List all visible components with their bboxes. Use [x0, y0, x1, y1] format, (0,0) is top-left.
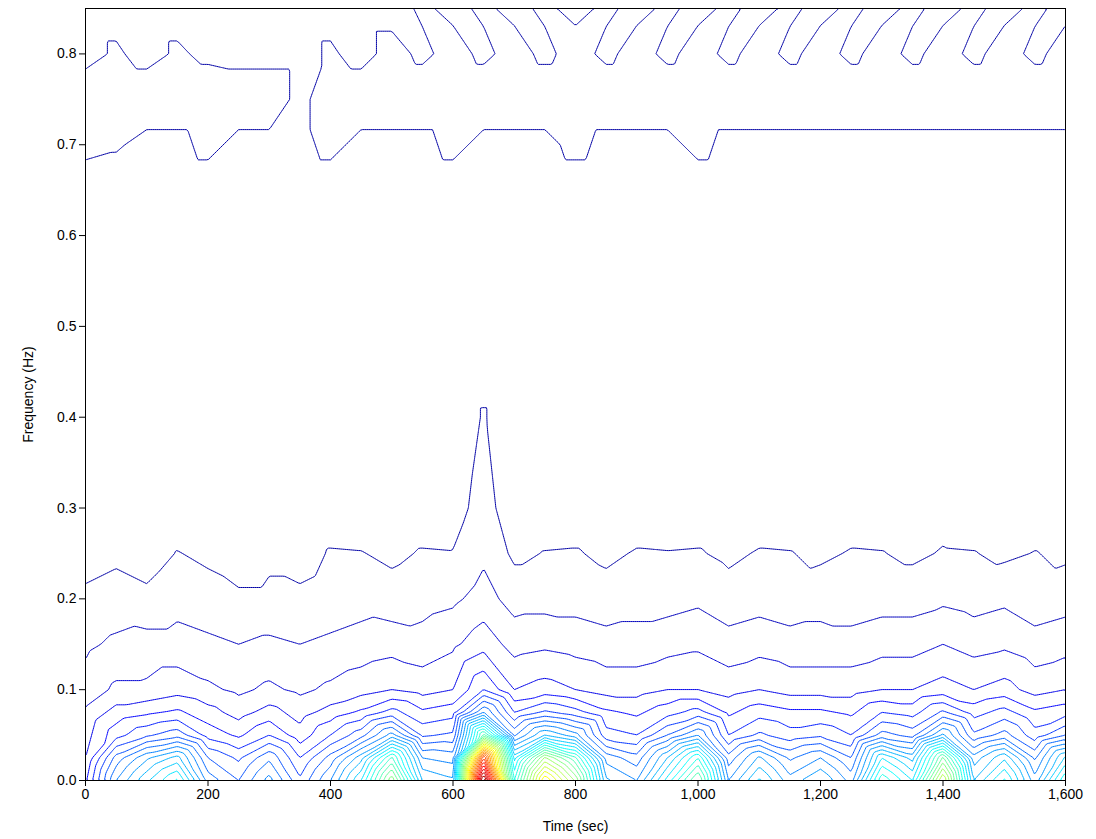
svg-text:0.4: 0.4: [57, 409, 77, 425]
svg-text:0.5: 0.5: [57, 318, 77, 334]
svg-text:1,600: 1,600: [1048, 786, 1083, 802]
svg-text:200: 200: [196, 786, 220, 802]
svg-text:1,400: 1,400: [925, 786, 960, 802]
svg-text:1,000: 1,000: [680, 786, 715, 802]
svg-text:600: 600: [441, 786, 465, 802]
svg-text:0: 0: [82, 786, 90, 802]
svg-text:0.1: 0.1: [57, 681, 77, 697]
svg-text:0.0: 0.0: [57, 772, 77, 788]
svg-text:400: 400: [319, 786, 343, 802]
svg-text:0.2: 0.2: [57, 590, 77, 606]
svg-text:0.8: 0.8: [57, 45, 77, 61]
svg-text:0.3: 0.3: [57, 500, 77, 516]
svg-text:0.6: 0.6: [57, 227, 77, 243]
svg-text:1,200: 1,200: [803, 786, 838, 802]
svg-text:Time (sec): Time (sec): [543, 818, 609, 834]
svg-text:800: 800: [564, 786, 588, 802]
svg-text:0.7: 0.7: [57, 136, 77, 152]
svg-text:Frequency (Hz): Frequency (Hz): [20, 346, 36, 442]
